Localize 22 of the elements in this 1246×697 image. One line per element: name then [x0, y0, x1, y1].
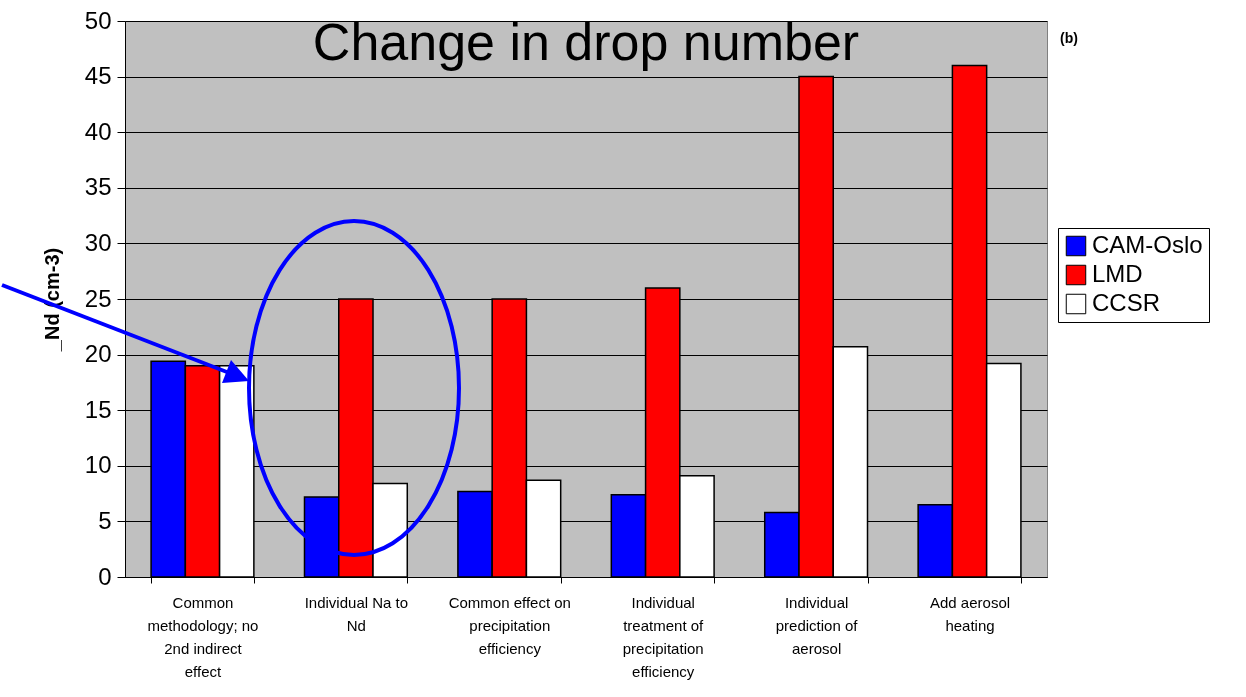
- y-tick-label: 5: [98, 506, 112, 534]
- y-tick-label: 10: [84, 451, 112, 479]
- y-tick-label: 50: [84, 6, 112, 34]
- legend-label: LMD: [1092, 260, 1143, 287]
- x-tick-label: Common methodology; no 2nd indirect effect: [147, 593, 259, 680]
- chart-title: Change in drop number: [312, 13, 860, 71]
- x-tick-label: Individual prediction of aerosol: [775, 593, 859, 657]
- y-tick-label: 45: [84, 62, 112, 90]
- text: (b): [1060, 30, 1078, 46]
- y-tick-label: 15: [84, 395, 112, 423]
- x-tick-label: Add aerosol heating: [930, 593, 1011, 634]
- x-tick-label: Common effect on precipitation efficiency: [448, 593, 571, 657]
- y-tick-label: 30: [84, 228, 112, 256]
- y-tick-label: 40: [84, 117, 112, 145]
- legend-label: CAM-Oslo: [1092, 231, 1203, 258]
- legend-label: CCSR: [1092, 289, 1161, 316]
- y-tick-label: 35: [84, 173, 112, 201]
- y-tick-label: 20: [84, 340, 112, 368]
- y-tick-label: 0: [98, 562, 112, 590]
- y-tick-label: 25: [84, 284, 112, 312]
- x-tick-label: Individual Na to Nd: [304, 593, 409, 634]
- x-tick-label: Individual treatment of precipitation efficiency: [622, 593, 705, 680]
